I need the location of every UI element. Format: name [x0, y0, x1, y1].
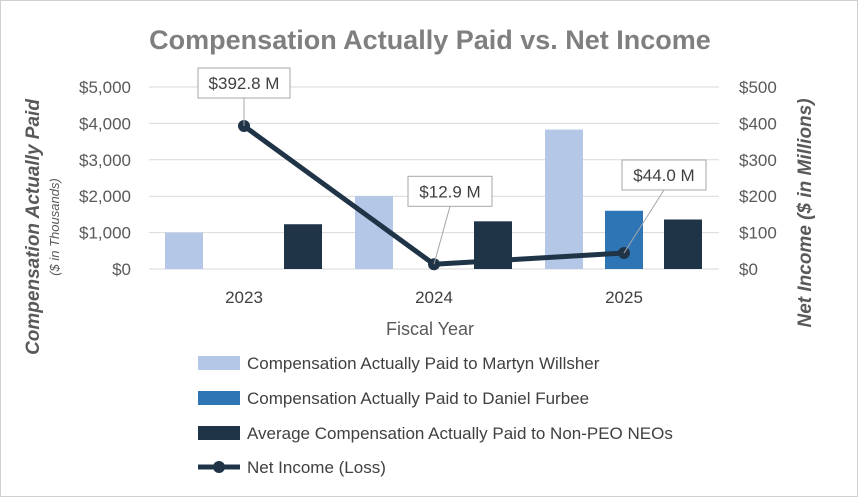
right-tick-label: $500: [739, 78, 777, 97]
legend-label: Compensation Actually Paid to Daniel Fur…: [247, 389, 589, 408]
callout-label: $392.8 M: [209, 74, 280, 93]
x-tick-label: 2024: [415, 288, 453, 307]
net-income-point-2025: [618, 246, 630, 259]
right-tick-label: $300: [739, 151, 777, 170]
bar-2023-series-0: [165, 232, 203, 269]
left-tick-label: $5,000: [79, 78, 131, 97]
legend-marker: [213, 461, 225, 473]
right-axis-title: Net Income ($ in Millions): [795, 98, 816, 327]
right-tick-label: $0: [739, 260, 758, 279]
left-tick-label: $1,000: [79, 224, 131, 243]
right-tick-label: $200: [739, 187, 777, 206]
bar-2025-series-0: [545, 129, 583, 269]
bar-2023-series-2: [284, 224, 322, 269]
left-axis-ticks: $0 $1,000 $2,000 $3,000 $4,000 $5,000: [79, 78, 131, 279]
left-tick-label: $3,000: [79, 151, 131, 170]
callout-label: $44.0 M: [633, 166, 694, 185]
bar-2025-series-2: [664, 219, 702, 269]
callout-box: [407, 175, 493, 207]
left-tick-label: $4,000: [79, 114, 131, 133]
left-axis-title: Compensation Actually Paid: [23, 99, 44, 355]
x-axis-ticks: 2023 2024 2025: [225, 288, 643, 307]
left-tick-label: $2,000: [79, 187, 131, 206]
x-tick-label: 2023: [225, 288, 263, 307]
left-axis-subtitle: ($ in Thousands): [47, 178, 62, 276]
callout-box: [197, 67, 291, 99]
callout-leader: [623, 189, 665, 254]
x-tick-label: 2025: [605, 288, 643, 307]
legend-swatch: [198, 426, 240, 440]
legend-swatch: [198, 391, 240, 405]
legend-label: Net Income (Loss): [247, 458, 386, 477]
callout-box: [621, 159, 707, 191]
chart-title: Compensation Actually Paid vs. Net Incom…: [149, 25, 711, 55]
right-tick-label: $400: [739, 114, 777, 133]
legend-label: Compensation Actually Paid to Martyn Wil…: [247, 354, 600, 373]
legend: Compensation Actually Paid to Martyn Wil…: [198, 354, 673, 477]
legend-label: Average Compensation Actually Paid to No…: [247, 424, 673, 443]
callout-leader: [433, 206, 451, 265]
right-tick-label: $100: [739, 224, 777, 243]
callouts: $392.8 M $12.9 M $44.0 M: [197, 67, 707, 265]
legend-swatch: [198, 356, 240, 370]
right-axis-ticks: $0 $100 $200 $300 $400 $500: [739, 78, 777, 279]
x-axis-title: Fiscal Year: [386, 319, 474, 339]
bar-2025-series-1: [605, 210, 643, 269]
left-tick-label: $0: [112, 260, 131, 279]
callout-label: $12.9 M: [419, 182, 480, 201]
